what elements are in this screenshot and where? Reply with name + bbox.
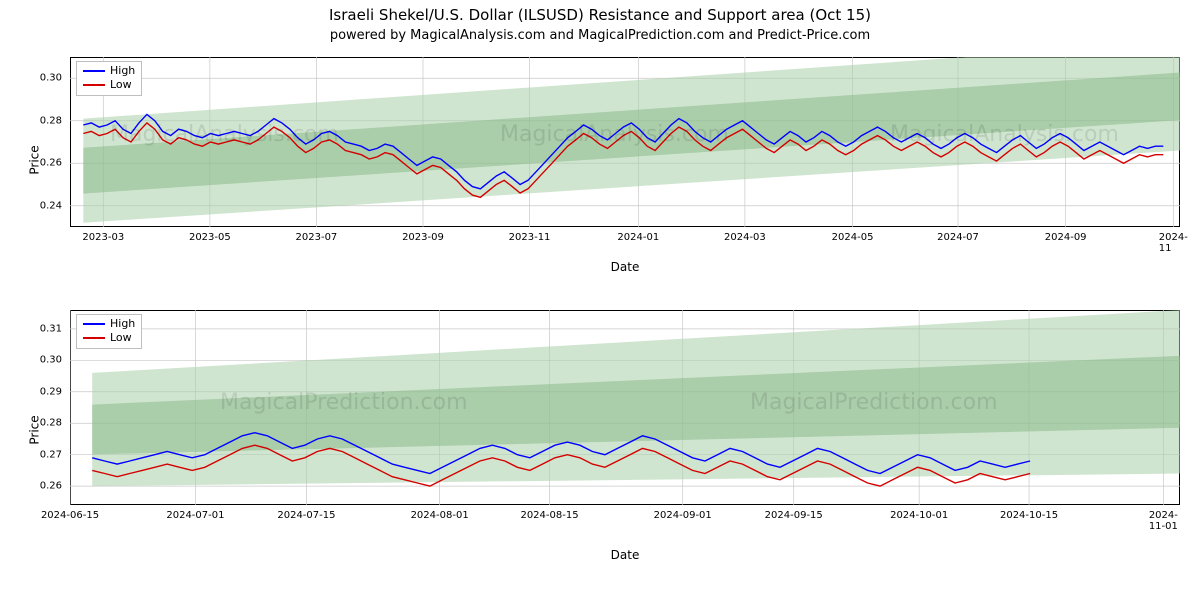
- chart-subtitle: powered by MagicalAnalysis.com and Magic…: [0, 24, 1200, 47]
- xtick-label: 2024-09: [1045, 232, 1087, 243]
- xtick-label: 2024-06-15: [41, 510, 99, 521]
- plot-area-top: 0.240.260.280.30 MagicalAnalysis.com Mag…: [70, 57, 1180, 227]
- xtick-label: 2024-10-01: [890, 510, 948, 521]
- ytick-label: 0.28: [40, 115, 62, 126]
- xtick-label: 2024-11: [1159, 232, 1188, 254]
- xtick-label: 2023-03: [82, 232, 124, 243]
- xtick-label: 2024-07-01: [166, 510, 224, 521]
- legend-label-low: Low: [110, 331, 132, 345]
- plot-area-bottom: 0.260.270.280.290.300.31 MagicalPredicti…: [70, 310, 1180, 505]
- ytick-label: 0.30: [40, 355, 62, 366]
- xtick-label: 2023-11: [509, 232, 551, 243]
- xtick-label: 2024-08-01: [411, 510, 469, 521]
- xtick-label: 2024-03: [724, 232, 766, 243]
- xtick-label: 2024-09-15: [765, 510, 823, 521]
- xtick-label: 2024-05: [832, 232, 874, 243]
- ytick-label: 0.24: [40, 200, 62, 211]
- legend-bottom: High Low: [76, 314, 142, 349]
- xtick-label: 2023-09: [402, 232, 444, 243]
- chart-title: Israeli Shekel/U.S. Dollar (ILSUSD) Resi…: [0, 0, 1200, 24]
- chart-svg-bottom: [70, 310, 1180, 505]
- legend-label-high: High: [110, 317, 135, 331]
- legend-label-high: High: [110, 64, 135, 78]
- legend-swatch-low: [83, 84, 105, 86]
- chart-svg-top: [70, 57, 1180, 227]
- xtick-label: 2023-07: [296, 232, 338, 243]
- x-axis-label-top: Date: [70, 260, 1180, 274]
- chart-top: High Low Price 0.240.260.280.30 MagicalA…: [70, 47, 1180, 272]
- ytick-label: 0.30: [40, 73, 62, 84]
- ytick-label: 0.28: [40, 418, 62, 429]
- ytick-label: 0.27: [40, 449, 62, 460]
- xtick-label: 2024-08-15: [520, 510, 578, 521]
- legend-swatch-high: [83, 323, 105, 325]
- legend-swatch-low: [83, 337, 105, 339]
- xtick-label: 2024-07-15: [277, 510, 335, 521]
- ytick-label: 0.29: [40, 386, 62, 397]
- xtick-label: 2024-11-01: [1149, 510, 1178, 532]
- legend-swatch-high: [83, 70, 105, 72]
- xtick-label: 2024-07: [937, 232, 979, 243]
- legend-top: High Low: [76, 61, 142, 96]
- ytick-label: 0.31: [40, 323, 62, 334]
- legend-label-low: Low: [110, 78, 132, 92]
- ytick-label: 0.26: [40, 158, 62, 169]
- chart-bottom: High Low Price 0.260.270.280.290.300.31 …: [70, 300, 1180, 560]
- xtick-label: 2024-01: [617, 232, 659, 243]
- xtick-label: 2024-10-15: [1000, 510, 1058, 521]
- xtick-label: 2023-05: [189, 232, 231, 243]
- ytick-label: 0.26: [40, 481, 62, 492]
- x-axis-label-bottom: Date: [70, 548, 1180, 562]
- xtick-label: 2024-09-01: [654, 510, 712, 521]
